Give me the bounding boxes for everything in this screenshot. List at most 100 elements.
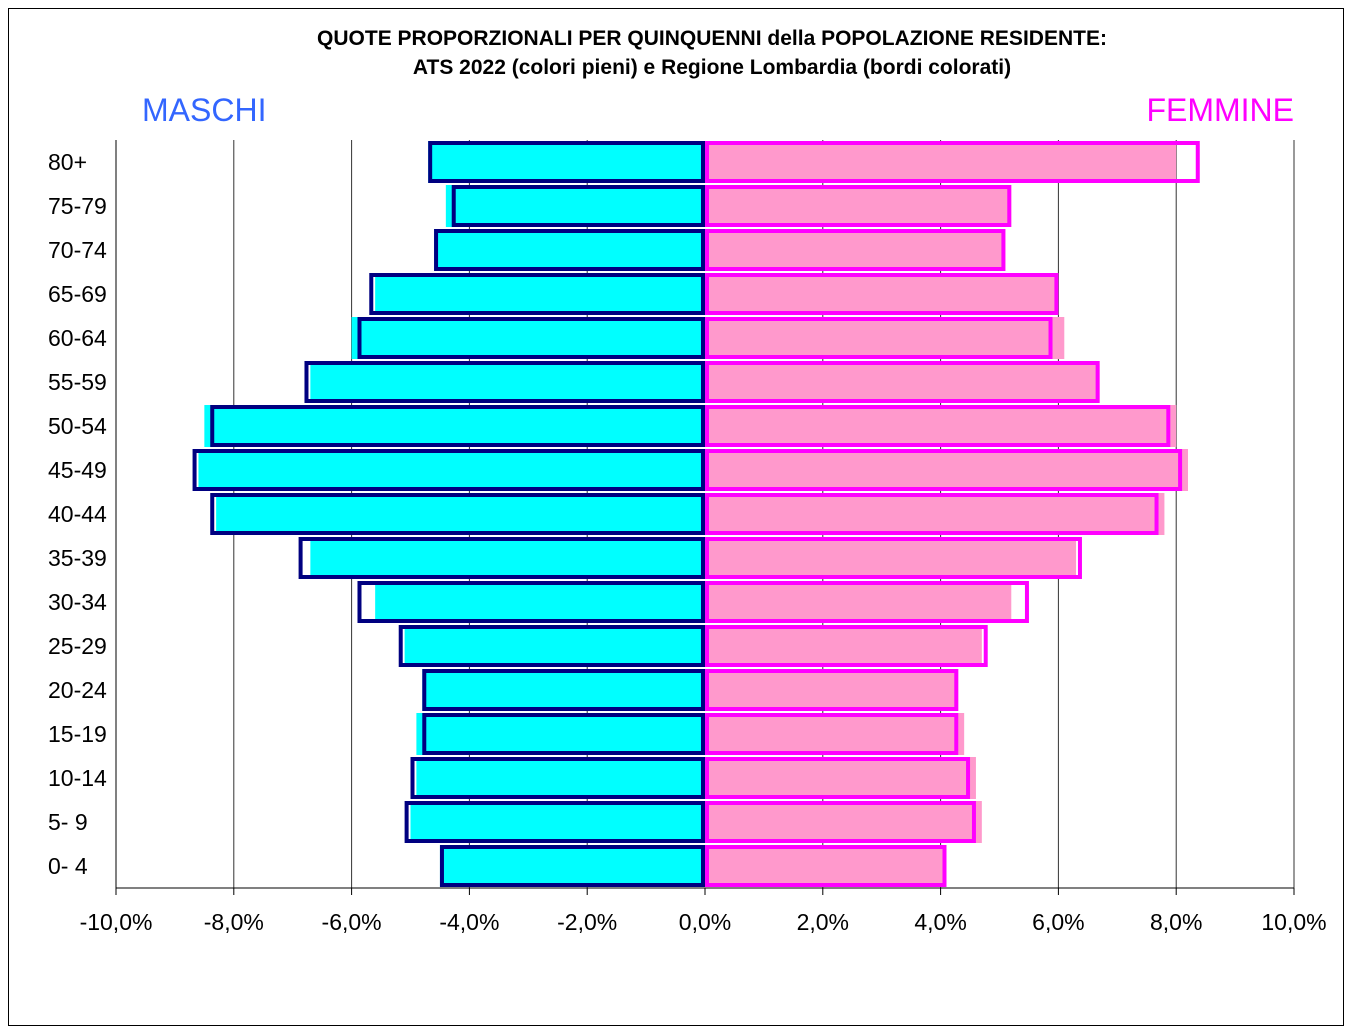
male-regione-bar-8: [210, 493, 706, 535]
female-side-label: FEMMINE: [1146, 92, 1294, 128]
female-ats-bar-2: [705, 229, 1006, 271]
female-regione-bar-5: [705, 361, 1100, 403]
category-label-10: 30-34: [48, 589, 107, 615]
female-regione-bar-3: [705, 273, 1059, 315]
female-ats-bar-1: [705, 185, 1012, 227]
male-ats-bar-10: [375, 581, 705, 623]
x-tick-label-5: 0,0%: [679, 909, 731, 935]
female-regione-bar-10: [705, 581, 1029, 623]
x-tick-label-1: -8,0%: [204, 909, 264, 935]
male-regione-bar-6: [210, 405, 706, 447]
x-axis: -10,0% -8,0% -6,0% -4,0% -2,0% 0,0% 2,0% 4,0% 6,…: [80, 140, 1327, 935]
female-ats-bar-13: [705, 713, 965, 755]
male-regione-bar-16: [439, 845, 705, 887]
x-tick-label-2: -6,0%: [322, 909, 382, 935]
male-ats-bar-9: [310, 537, 705, 579]
male-ats-bar-16: [439, 845, 705, 887]
y-axis-category-labels: 80+ 75-79 70-74 65-69 60-64 55-59 50-54 45-49 40…: [48, 149, 107, 879]
male-ats-bar-4: [351, 317, 705, 359]
female-ats-bar-11: [705, 625, 982, 667]
female-ats-bar-16: [705, 845, 947, 887]
male-regione-bar-4: [357, 317, 705, 359]
category-label-7: 45-49: [48, 457, 107, 483]
x-tick-label-7: 4,0%: [914, 909, 966, 935]
x-tick-label-4: -2,0%: [557, 909, 617, 935]
chart-title: QUOTE PROPORZIONALI PER QUINQUENNI della…: [317, 27, 1107, 50]
bars: [192, 141, 1200, 887]
category-label-8: 40-44: [48, 501, 107, 527]
male-regione-bar-14: [410, 757, 705, 799]
male-ats-bar-7: [198, 449, 705, 491]
chart-subtitle: ATS 2022 (colori pieni) e Regione Lombar…: [413, 56, 1011, 79]
female-regione-bar-6: [705, 405, 1171, 447]
x-tick-label-10: 10,0%: [1261, 909, 1326, 935]
male-regione-bar-15: [404, 801, 705, 843]
male-regione-bar-1: [451, 185, 706, 227]
category-label-16: 0- 4: [48, 853, 88, 879]
female-ats-bar-5: [705, 361, 1100, 403]
male-ats-bar-8: [216, 493, 705, 535]
female-regione-bar-16: [705, 845, 947, 887]
category-label-14: 10-14: [48, 765, 107, 791]
male-regione-bar-13: [422, 713, 705, 755]
male-regione-bar-0: [428, 141, 705, 183]
category-label-5: 55-59: [48, 369, 107, 395]
male-regione-bar-2: [434, 229, 705, 271]
category-label-1: 75-79: [48, 193, 107, 219]
male-regione-bar-10: [357, 581, 705, 623]
male-ats-bar-13: [416, 713, 705, 755]
female-ats-bar-14: [705, 757, 976, 799]
male-ats-bar-6: [204, 405, 705, 447]
male-ats-bar-5: [310, 361, 705, 403]
female-regione-bar-2: [705, 229, 1006, 271]
category-label-13: 15-19: [48, 721, 107, 747]
male-ats-bar-15: [410, 801, 705, 843]
male-regione-bar-9: [298, 537, 705, 579]
female-ats-bar-15: [705, 801, 982, 843]
male-ats-bar-14: [416, 757, 705, 799]
category-label-2: 70-74: [48, 237, 107, 263]
category-label-11: 25-29: [48, 633, 107, 659]
female-regione-bar-13: [705, 713, 959, 755]
category-label-3: 65-69: [48, 281, 107, 307]
female-ats-bar-8: [705, 493, 1165, 535]
male-regione-bar-7: [192, 449, 705, 491]
category-label-15: 5- 9: [48, 809, 88, 835]
x-tick-label-8: 6,0%: [1032, 909, 1084, 935]
category-label-4: 60-64: [48, 325, 107, 351]
category-label-12: 20-24: [48, 677, 107, 703]
male-regione-bar-3: [369, 273, 705, 315]
female-ats-bar-10: [705, 581, 1012, 623]
male-ats-bar-0: [428, 141, 705, 183]
female-regione-bar-7: [705, 449, 1183, 491]
male-ats-bar-11: [404, 625, 705, 667]
male-ats-bar-1: [445, 185, 705, 227]
female-ats-bar-12: [705, 669, 959, 711]
male-regione-bar-11: [398, 625, 705, 667]
female-regione-bar-9: [705, 537, 1082, 579]
x-tick-label-6: 2,0%: [797, 909, 849, 935]
female-regione-bar-15: [705, 801, 976, 843]
female-ats-bar-6: [705, 405, 1177, 447]
female-regione-bar-0: [705, 141, 1200, 183]
female-regione-bar-1: [705, 185, 1012, 227]
x-tick-label-3: -4,0%: [439, 909, 499, 935]
male-side-label: MASCHI: [142, 92, 266, 128]
male-regione-bar-5: [304, 361, 705, 403]
female-regione-bar-14: [705, 757, 971, 799]
female-regione-bar-11: [705, 625, 988, 667]
female-regione-bar-4: [705, 317, 1053, 359]
male-ats-bar-3: [375, 273, 705, 315]
female-ats-bar-9: [705, 537, 1077, 579]
female-ats-bar-0: [705, 141, 1177, 183]
x-tick-label-0: -10,0%: [80, 909, 153, 935]
female-ats-bar-4: [705, 317, 1065, 359]
female-regione-bar-12: [705, 669, 959, 711]
x-tick-label-9: 8,0%: [1150, 909, 1202, 935]
female-regione-bar-8: [705, 493, 1159, 535]
female-ats-bar-3: [705, 273, 1059, 315]
category-label-0: 80+: [48, 149, 87, 175]
male-ats-bar-12: [422, 669, 705, 711]
female-ats-bar-7: [705, 449, 1188, 491]
